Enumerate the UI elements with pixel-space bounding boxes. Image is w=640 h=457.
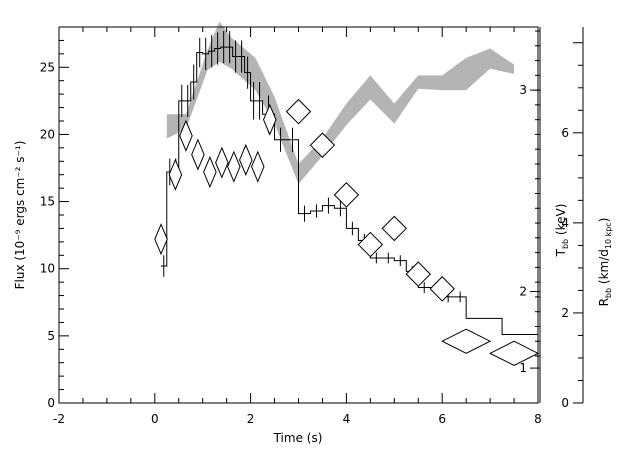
- radius-diamond-layer: [154, 98, 540, 366]
- radius-diamond-point: [191, 138, 205, 171]
- temperature-axis-label-sub: bb: [561, 239, 570, 249]
- temperature-axis-tick-label: 2: [519, 285, 527, 299]
- temperature-axis-tick-label: 1: [519, 361, 527, 375]
- flux-axis-tick-label: 15: [40, 195, 55, 209]
- x-axis-tick-label: 0: [151, 412, 159, 426]
- radius-diamond-point: [333, 182, 360, 208]
- x-axis-tick-label: -2: [53, 412, 65, 426]
- temperature-band: [166, 21, 515, 185]
- radius-diamond-point: [309, 132, 336, 158]
- radius-diamond-point: [154, 223, 168, 256]
- temperature-axis-label-main: T: [554, 248, 568, 257]
- radius-diamond-point: [179, 119, 193, 152]
- radius-diamond-point: [168, 158, 183, 191]
- flux-step-layer: [160, 31, 538, 336]
- flux-axis-label: Flux (10⁻⁹ ergs cm⁻² s⁻¹): [13, 141, 27, 290]
- radius-axis-label-main: R: [597, 298, 611, 306]
- x-axis-tick-label: 6: [438, 412, 446, 426]
- x-axis-label: Time (s): [273, 431, 323, 445]
- radius-diamond-point: [227, 150, 241, 183]
- axis-layer: -2 0 2 4 6 8 0 5 10 15 20 25 1 2 3 0 2 4 6: [40, 26, 584, 426]
- radius-diamond-point: [429, 276, 455, 302]
- radius-axis-tick-label: 2: [561, 306, 569, 320]
- radius-diamond-point: [405, 261, 431, 287]
- radius-axis-tick-label: 0: [561, 396, 569, 410]
- radius-axis-label-unit2: ): [597, 218, 611, 223]
- radius-diamond-point: [215, 146, 229, 179]
- radius-diamond-point: [285, 98, 312, 125]
- flux-axis-tick-label: 25: [40, 60, 55, 74]
- temperature-axis-label: Tbb (keV): [554, 204, 570, 258]
- flux-axis-tick-label: 20: [40, 127, 55, 141]
- temperature-band-layer: [166, 21, 515, 185]
- flux-axis-tick-label: 10: [40, 262, 55, 276]
- radius-diamond-point: [203, 155, 217, 189]
- temperature-axis-tick-label: 3: [519, 83, 527, 97]
- temperature-axis-label-unit: (keV): [554, 204, 568, 239]
- x-axis-tick-label: 8: [534, 412, 542, 426]
- radius-diamond-point: [381, 215, 407, 242]
- radius-diamond-point: [357, 231, 384, 258]
- radius-diamond-point: [441, 328, 492, 354]
- radius-axis-label-sub: bb: [604, 288, 613, 298]
- radius-diamond-point: [262, 103, 277, 136]
- x-axis-tick-label: 4: [343, 412, 351, 426]
- x-axis-tick-label: 2: [247, 412, 255, 426]
- radius-axis-label-unit1: (km/d: [597, 249, 611, 288]
- flux-axis-tick-label: 5: [47, 329, 55, 343]
- radius-axis-label-sub2: 10 kpc: [604, 222, 613, 249]
- radius-axis-label: Rbb (km/d10 kpc): [597, 218, 613, 307]
- flux-axis-tick-label: 0: [47, 396, 55, 410]
- radius-axis-tick-label: 6: [561, 126, 569, 140]
- radius-axis-tick-label: 4: [561, 216, 569, 230]
- radius-diamond-point: [239, 143, 253, 177]
- radius-diamond-point: [251, 150, 265, 183]
- radius-diamond-point: [488, 340, 540, 366]
